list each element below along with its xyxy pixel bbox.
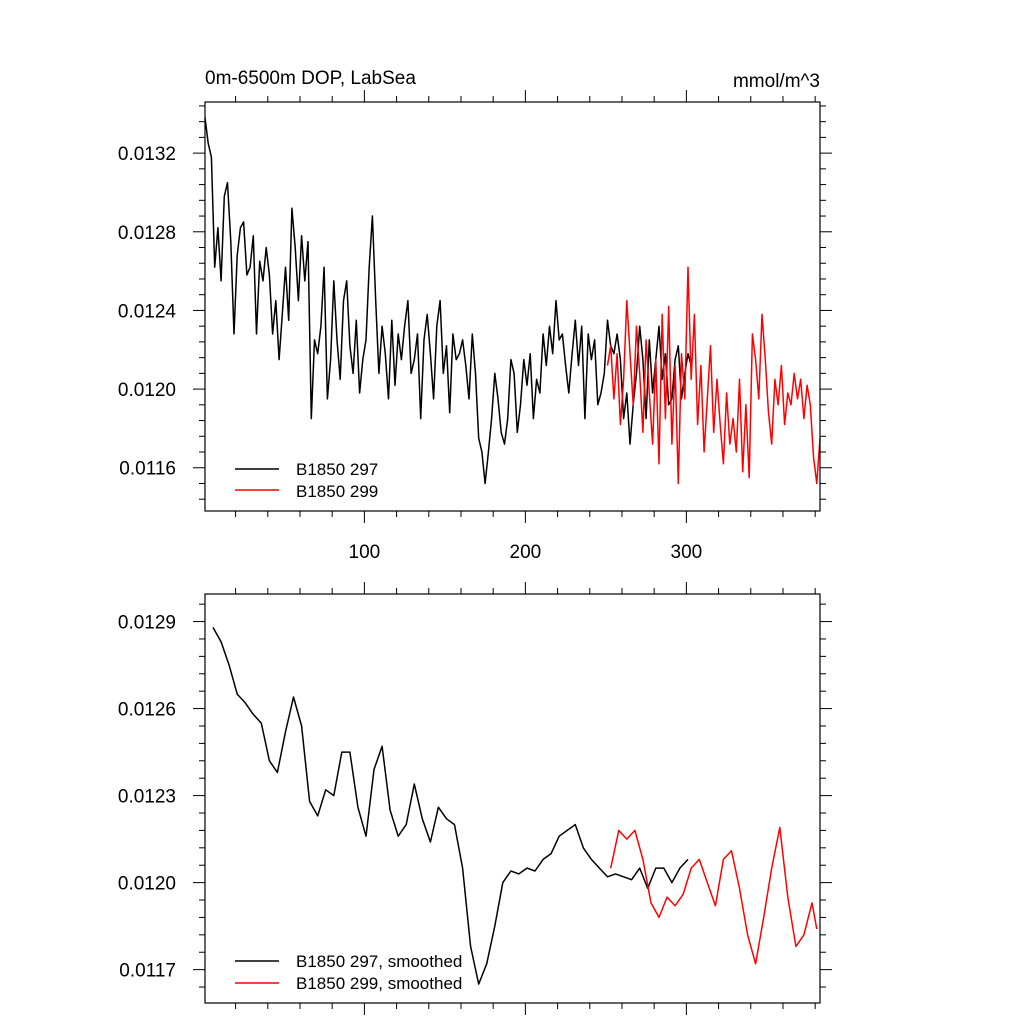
bottom-y-tick-label: 0.0120 <box>118 874 176 895</box>
bottom-y-tick-label: 0.0117 <box>119 961 176 982</box>
bottom-series-b1850-299-smoothed <box>609 826 818 965</box>
top-y-tick-label: 0.0132 <box>118 144 176 165</box>
bottom-plot-frame <box>204 593 821 1004</box>
bottom-series-lines <box>212 627 818 985</box>
legend-label-b1850-297-smoothed: B1850 297, smoothed <box>296 952 462 971</box>
top-y-tick-label: 0.0124 <box>118 301 177 322</box>
chart-title: 0m-6500m DOP, LabSea <box>205 68 416 89</box>
bottom-y-tick-label: 0.0126 <box>118 700 176 721</box>
legend-label-b1850-299: B1850 299 <box>296 482 378 501</box>
legend-label-b1850-297: B1850 297 <box>296 460 378 479</box>
top-y-tick-label: 0.0128 <box>118 223 176 244</box>
top-x-tick-label: 300 <box>671 542 703 563</box>
top-x-tick-label: 100 <box>349 542 381 563</box>
top-axis-ticks: 100 200 300 0.0116 0.0120 0.0124 0.0128 0.0132 <box>118 90 832 563</box>
top-legend: B1850 297 B1850 299 <box>235 460 378 501</box>
top-series-b1850-297 <box>204 117 692 485</box>
top-series-lines <box>204 117 821 485</box>
units-label: mmol/m^3 <box>733 71 820 92</box>
top-y-tick-label: 0.0120 <box>118 380 176 401</box>
bottom-legend: B1850 297, smoothed B1850 299, smoothed <box>235 952 462 993</box>
top-panel: 0m-6500m DOP, LabSea mmol/m^3 100 200 300 0… <box>118 68 832 563</box>
bottom-y-tick-label: 0.0129 <box>118 613 176 634</box>
legend-label-b1850-299-smoothed: B1850 299, smoothed <box>296 974 462 993</box>
top-x-tick-label: 200 <box>510 542 542 563</box>
top-plot-frame <box>204 101 821 512</box>
top-series-b1850-299 <box>606 266 821 485</box>
bottom-axis-ticks: 0.0117 0.0120 0.0123 0.0126 0.0129 <box>118 582 832 1015</box>
bottom-series-b1850-297-smoothed <box>212 627 689 985</box>
bottom-y-tick-label: 0.0123 <box>118 787 176 808</box>
bottom-panel: 0.0117 0.0120 0.0123 0.0126 0.0129 B1850 297… <box>118 582 832 1015</box>
top-y-tick-label: 0.0116 <box>119 459 176 480</box>
